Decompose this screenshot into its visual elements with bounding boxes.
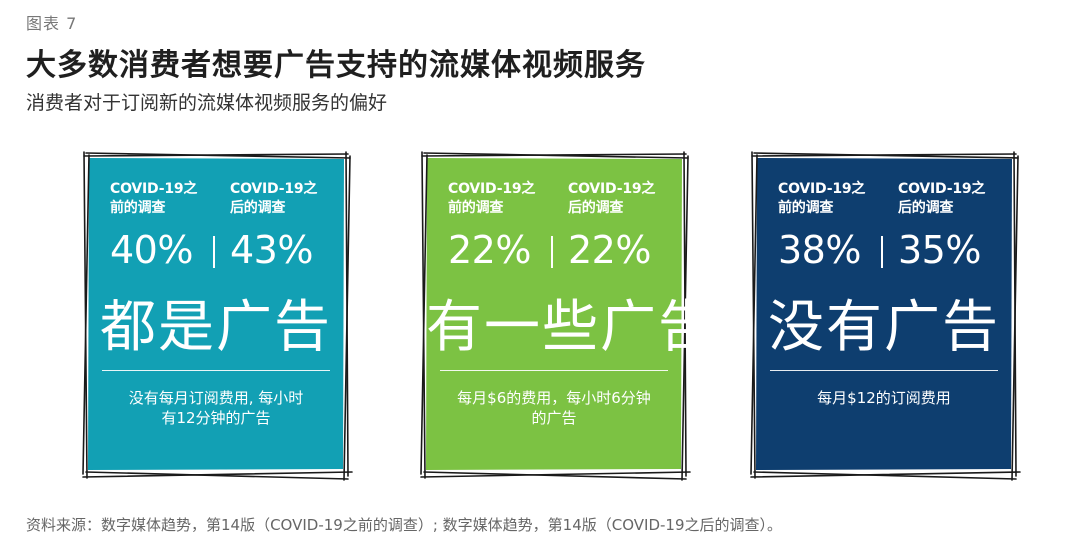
frame-stroke (423, 471, 687, 480)
divider (102, 370, 330, 371)
card-frame (750, 151, 1021, 481)
source-note: 资料来源：数字媒体趋势，第14版（COVID-19之前的调查）; 数字媒体趋势，… (26, 516, 783, 534)
value-divider (551, 236, 553, 268)
option-card-no-ads: COVID-19之 前的调查 COVID-19之 后的调查 38% 35% 没有… (748, 150, 1021, 481)
percent-row: 22% 22% (426, 226, 682, 276)
frame-stroke (82, 154, 90, 475)
value-before: 38% (778, 228, 861, 272)
frame-stroke (681, 155, 689, 481)
card-fill (426, 158, 682, 470)
card-body: COVID-19之 前的调查 COVID-19之 后的调查 38% 35% 没有… (756, 158, 1012, 470)
frame-stroke (420, 154, 428, 475)
label-after-survey: COVID-19之 后的调查 (230, 181, 318, 216)
option-description: 没有每月订阅费用, 每小时 有12分钟的广告 (128, 389, 304, 427)
frame-stroke (85, 152, 351, 159)
chart-subtitle: 消费者对于订阅新的流媒体视频服务的偏好 (26, 92, 388, 114)
chart-title: 大多数消费者想要广告支持的流媒体视频服务 (26, 48, 646, 83)
frame-stroke (750, 471, 1021, 478)
card-fill (88, 158, 344, 470)
value-before: 40% (110, 228, 193, 272)
percent-row: 38% 35% (756, 226, 1012, 276)
card-fill (756, 158, 1012, 470)
label-after-survey: COVID-19之 后的调查 (898, 181, 986, 216)
survey-labels: COVID-19之 前的调查 COVID-19之 后的调查 (756, 180, 1012, 224)
card-frame (420, 151, 691, 481)
card-body: COVID-19之 前的调查 COVID-19之 后的调查 22% 22% 有一… (426, 158, 716, 470)
label-before-survey: COVID-19之 前的调查 (448, 181, 536, 216)
label-after-survey: COVID-19之 后的调查 (568, 181, 656, 216)
frame-stroke (82, 471, 353, 478)
survey-labels: COVID-19之 前的调查 COVID-19之 后的调查 (426, 180, 682, 224)
divider (770, 370, 998, 371)
frame-stroke (1011, 155, 1019, 481)
label-before-survey: COVID-19之 前的调查 (110, 181, 198, 216)
survey-labels: COVID-19之 前的调查 COVID-19之 后的调查 (88, 180, 344, 224)
frame-stroke (420, 471, 691, 478)
frame-stroke (753, 152, 1019, 159)
value-after: 35% (898, 228, 981, 272)
figure-label: 图表 7 (26, 14, 78, 33)
card-body: COVID-19之 前的调查 COVID-19之 后的调查 40% 43% 都是… (88, 158, 344, 470)
percent-row: 40% 43% (88, 226, 344, 276)
option-name: 有一些广告 (426, 295, 716, 360)
frame-stroke (423, 152, 689, 159)
option-card-some-ads: COVID-19之 前的调查 COVID-19之 后的调查 22% 22% 有一… (418, 150, 716, 481)
frame-stroke (85, 471, 349, 480)
value-divider (881, 236, 883, 268)
frame-stroke (753, 471, 1017, 480)
value-after: 43% (230, 228, 313, 272)
label-before-survey: COVID-19之 前的调查 (778, 181, 866, 216)
option-name: 都是广告 (100, 295, 332, 360)
value-before: 22% (448, 228, 531, 272)
frame-stroke (750, 154, 758, 475)
frame-stroke (343, 155, 351, 481)
option-name: 没有广告 (768, 295, 1000, 360)
divider (440, 370, 668, 371)
option-description: 每月$12的订阅费用 (817, 389, 951, 407)
option-card-all-ads: COVID-19之 前的调查 COVID-19之 后的调查 40% 43% 都是… (80, 150, 353, 481)
option-description: 每月$6的费用，每小时6分钟 的广告 (457, 389, 651, 427)
value-after: 22% (568, 228, 651, 272)
value-divider (213, 236, 215, 268)
card-frame (82, 151, 353, 481)
